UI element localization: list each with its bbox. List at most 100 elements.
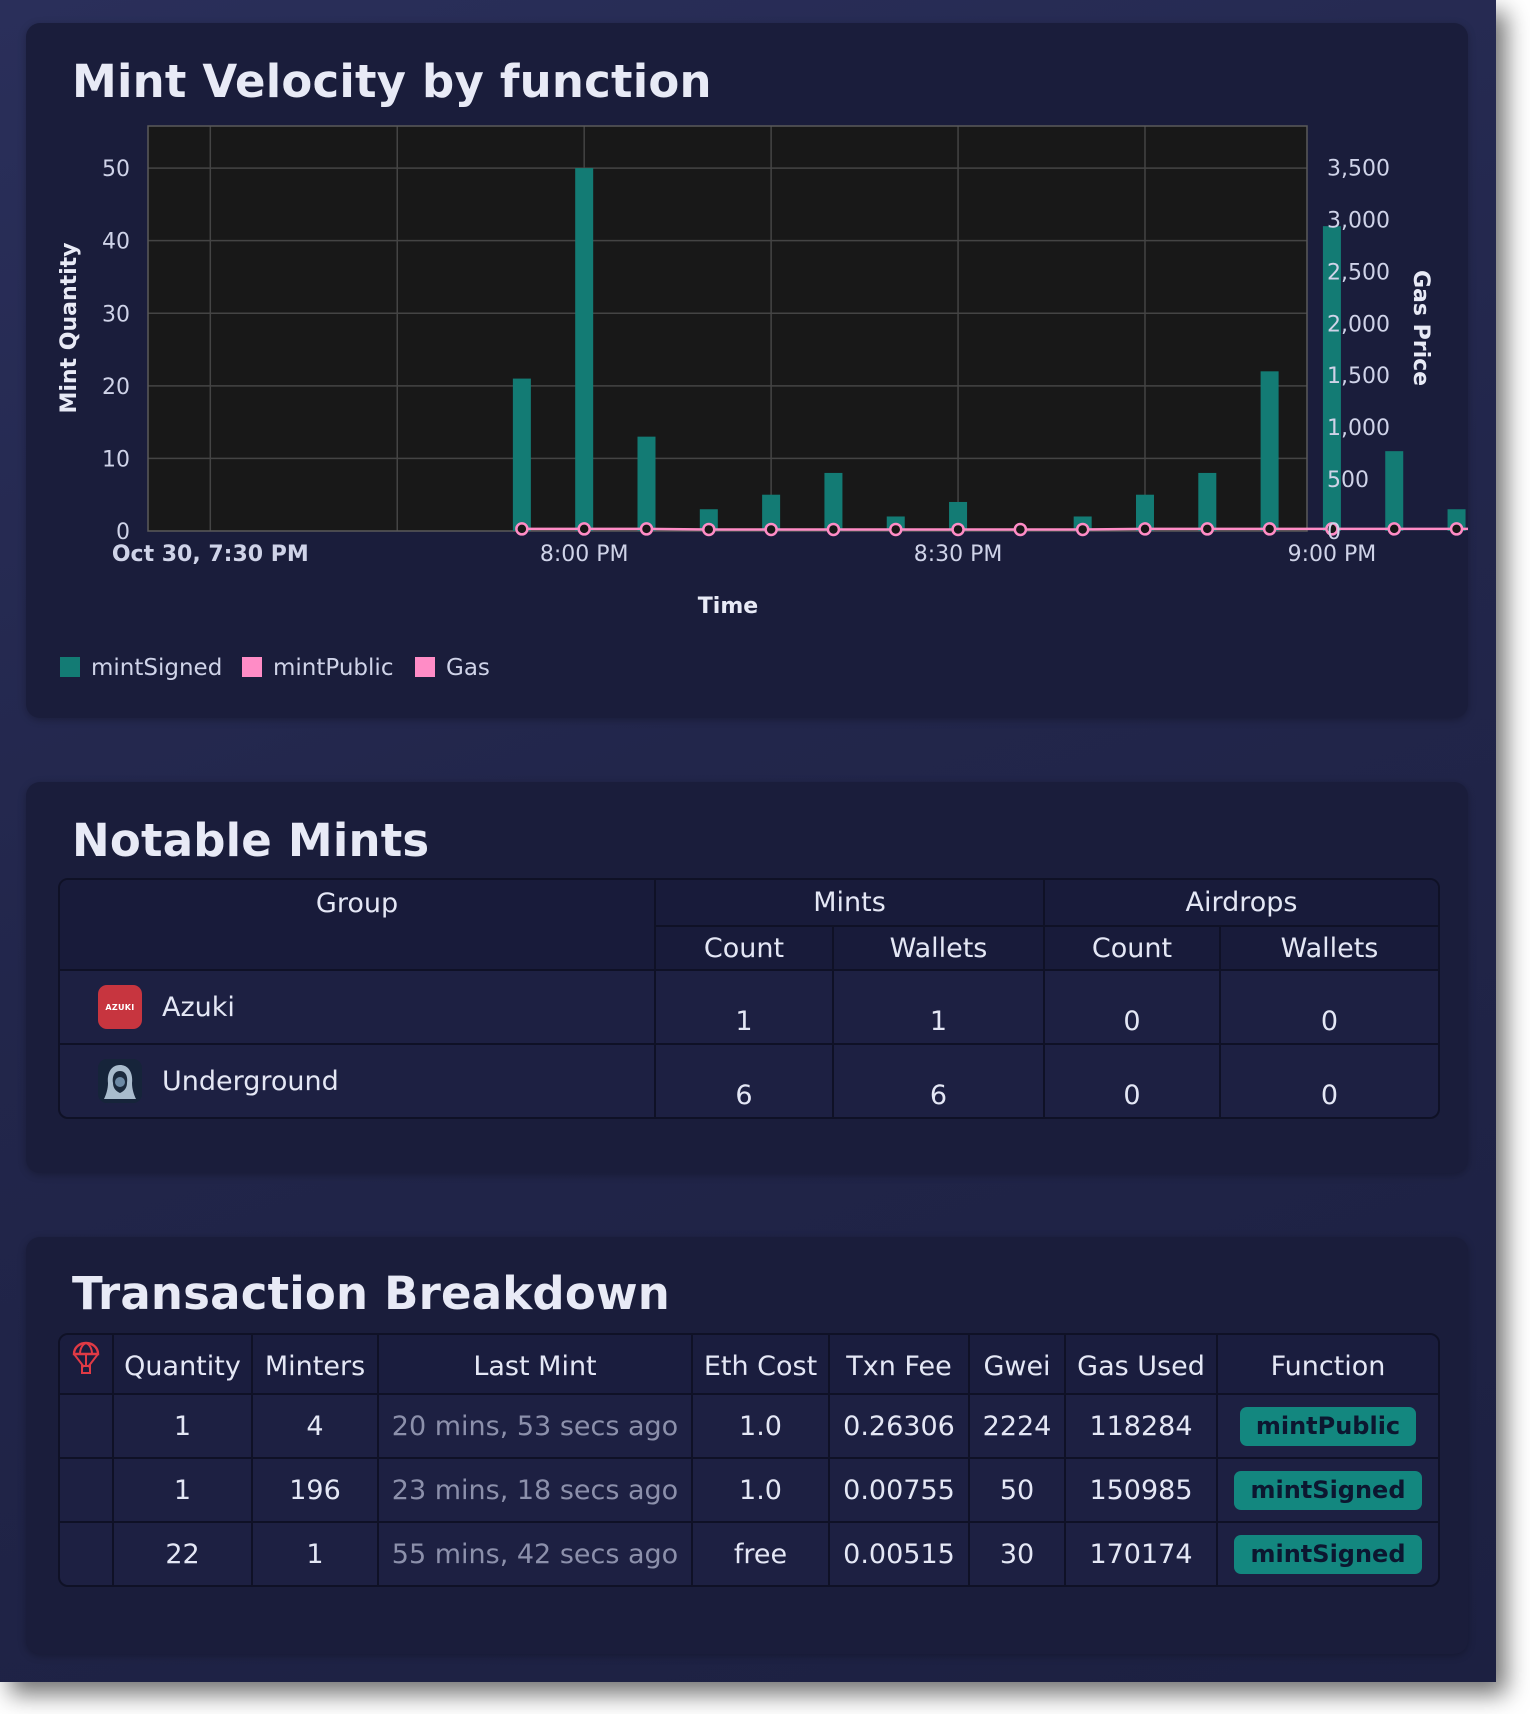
gas-line-path bbox=[521, 527, 1468, 531]
y2-tick-label: 500 bbox=[1327, 468, 1369, 493]
notable-mints-table-wrapper: Group Mints Airdrops Count Wallets Count… bbox=[58, 878, 1440, 1119]
y-tick-label: 30 bbox=[102, 302, 130, 327]
last-mint-cell: 55 mins, 42 secs ago bbox=[377, 1521, 693, 1585]
group-name[interactable]: Underground bbox=[162, 1065, 339, 1097]
txn-fee-cell: 0.26306 bbox=[828, 1393, 970, 1459]
airdrop-parachute-icon bbox=[72, 1341, 100, 1374]
header-last-mint[interactable]: Last Mint bbox=[377, 1335, 693, 1395]
legend-swatch-mintpublic bbox=[242, 657, 262, 677]
legend-label-mintpublic: mintPublic bbox=[273, 655, 393, 681]
table-row[interactable]: AZUKI Azuki 1 1 0 0 bbox=[60, 969, 1438, 1045]
function-badge[interactable]: mintSigned bbox=[1234, 1470, 1422, 1510]
y2-tick-label: 1,000 bbox=[1327, 416, 1390, 441]
airdrop-cell bbox=[60, 1521, 114, 1585]
header-group[interactable]: Group bbox=[60, 880, 656, 971]
y2-tick-label: 0 bbox=[1327, 520, 1341, 545]
function-cell: mintPublic bbox=[1216, 1393, 1438, 1459]
airdrop-cell bbox=[60, 1393, 114, 1459]
gas-point bbox=[1387, 522, 1401, 536]
function-badge[interactable]: mintSigned bbox=[1234, 1534, 1422, 1574]
header-airdrop[interactable] bbox=[60, 1335, 114, 1395]
header-quantity[interactable]: Quantity bbox=[112, 1335, 253, 1395]
table-row[interactable]: 22 1 55 mins, 42 secs ago free 0.00515 3… bbox=[60, 1521, 1438, 1585]
y-axis-title: Mint Quantity bbox=[57, 242, 82, 413]
group-cell[interactable]: Underground bbox=[60, 1043, 656, 1117]
gas-point bbox=[1138, 522, 1152, 536]
azuki-logo-icon: AZUKI bbox=[98, 985, 142, 1029]
gas-point bbox=[702, 522, 716, 537]
gas-point bbox=[951, 522, 965, 537]
dashboard-canvas: Mint Velocity by function 0 10 20 30 40 50 0 50… bbox=[0, 0, 1496, 1682]
gas-used-cell: 170174 bbox=[1064, 1521, 1218, 1585]
x-tick-label: Oct 30, 7:30 PM bbox=[112, 542, 309, 567]
bar-mintsigned bbox=[1322, 226, 1341, 531]
legend-swatch-mintsigned bbox=[60, 657, 80, 677]
gas-point bbox=[826, 522, 841, 537]
group-link[interactable]: Underground bbox=[98, 1059, 654, 1103]
bar-mintsigned bbox=[824, 472, 843, 531]
chart-legend: mintSigned mintPublic Gas bbox=[60, 655, 490, 681]
airdrop-cell bbox=[60, 1457, 114, 1523]
chart-title: Mint Velocity by function bbox=[72, 55, 712, 108]
eth-cost-cell: 1.0 bbox=[691, 1457, 830, 1523]
header-gwei[interactable]: Gwei bbox=[968, 1335, 1066, 1395]
x-tick-label: 8:30 PM bbox=[914, 542, 1003, 567]
last-mint-cell: 20 mins, 53 secs ago bbox=[377, 1393, 693, 1459]
hooded-figure-glyph bbox=[104, 1065, 136, 1099]
plot-border bbox=[147, 125, 1308, 532]
header-airdrops-wallets[interactable]: Wallets bbox=[1219, 925, 1438, 971]
y-tick-label: 50 bbox=[102, 157, 130, 182]
header-airdrops-count[interactable]: Count bbox=[1043, 925, 1221, 971]
airdrop-count-cell: 0 bbox=[1043, 969, 1221, 1045]
header-gas-used[interactable]: Gas Used bbox=[1064, 1335, 1218, 1395]
y-tick-label: 40 bbox=[102, 230, 130, 255]
header-eth-cost[interactable]: Eth Cost bbox=[691, 1335, 830, 1395]
gas-used-cell: 118284 bbox=[1064, 1393, 1218, 1459]
y2-tick-label: 1,500 bbox=[1327, 364, 1390, 389]
legend-item-mintpublic[interactable]: mintPublic bbox=[242, 655, 393, 681]
header-txn-fee[interactable]: Txn Fee bbox=[828, 1335, 970, 1395]
table-row[interactable]: 1 196 23 mins, 18 secs ago 1.0 0.00755 5… bbox=[60, 1457, 1438, 1523]
table-row[interactable]: Underground 6 6 0 0 bbox=[60, 1043, 1438, 1117]
header-function[interactable]: Function bbox=[1216, 1335, 1438, 1395]
header-minters[interactable]: Minters bbox=[251, 1335, 379, 1395]
group-link[interactable]: AZUKI Azuki bbox=[98, 985, 654, 1029]
chart-ticks: 0102030405005001,0001,5002,0002,5003,000… bbox=[102, 157, 1390, 567]
header-mints: Mints bbox=[654, 880, 1045, 927]
azuki-logo-text: AZUKI bbox=[105, 1002, 135, 1012]
function-badge[interactable]: mintPublic bbox=[1239, 1406, 1417, 1446]
transaction-table-wrapper: Quantity Minters Last Mint Eth Cost Txn … bbox=[58, 1333, 1440, 1587]
legend-item-mintsigned[interactable]: mintSigned bbox=[60, 655, 222, 681]
header-mints-wallets[interactable]: Wallets bbox=[832, 925, 1045, 971]
gwei-cell: 2224 bbox=[968, 1393, 1066, 1459]
airdrop-wallets-cell: 0 bbox=[1219, 969, 1438, 1045]
quantity-cell: 1 bbox=[112, 1393, 253, 1459]
txn-fee-cell: 0.00515 bbox=[828, 1521, 970, 1585]
gas-used-cell: 150985 bbox=[1064, 1457, 1218, 1523]
eth-cost-cell: 1.0 bbox=[691, 1393, 830, 1459]
group-cell[interactable]: AZUKI Azuki bbox=[60, 969, 656, 1045]
bar-mintsigned bbox=[1385, 451, 1404, 531]
gas-point bbox=[1075, 522, 1090, 537]
x-tick-label: 9:00 PM bbox=[1288, 542, 1377, 567]
x-tick-label: 8:00 PM bbox=[540, 542, 629, 567]
y2-tick-label: 2,000 bbox=[1327, 312, 1390, 337]
header-mints-count[interactable]: Count bbox=[655, 925, 834, 971]
legend-swatch-gas bbox=[415, 657, 435, 677]
notable-mints-table: Group Mints Airdrops Count Wallets Count… bbox=[60, 880, 1438, 1117]
y2-tick-label: 3,500 bbox=[1327, 157, 1390, 182]
legend-label-mintsigned: mintSigned bbox=[91, 655, 222, 681]
transaction-breakdown-title: Transaction Breakdown bbox=[72, 1267, 670, 1320]
table-row[interactable]: 1 4 20 mins, 53 secs ago 1.0 0.26306 222… bbox=[60, 1393, 1438, 1459]
airdrop-wallets-cell: 0 bbox=[1219, 1043, 1438, 1117]
gas-point bbox=[1262, 522, 1277, 536]
group-name[interactable]: Azuki bbox=[162, 991, 235, 1023]
notable-mints-title: Notable Mints bbox=[72, 814, 430, 867]
y2-tick-label: 2,500 bbox=[1327, 260, 1390, 285]
mint-count-cell: 6 bbox=[654, 1043, 834, 1117]
transaction-breakdown-card: Transaction Breakdown bbox=[26, 1237, 1468, 1654]
legend-label-gas: Gas bbox=[446, 655, 490, 681]
legend-item-gas[interactable]: Gas bbox=[415, 655, 490, 681]
airdrop-count-cell: 0 bbox=[1043, 1043, 1221, 1117]
bar-mintsigned bbox=[575, 168, 594, 531]
